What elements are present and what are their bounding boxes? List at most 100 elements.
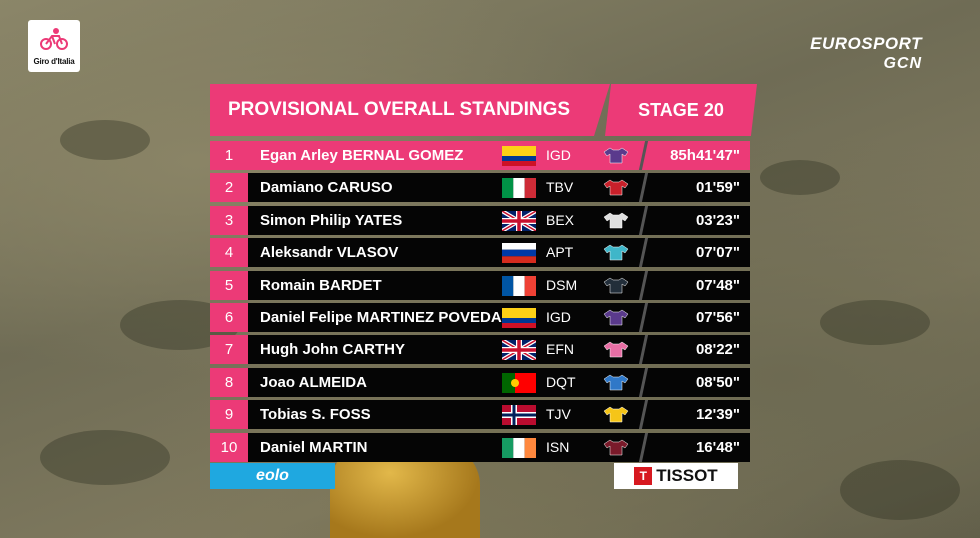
team-jersey-icon — [603, 212, 629, 229]
gap-time: 03'23" — [695, 211, 740, 229]
gap-time: 08'50" — [695, 373, 740, 391]
row-body: Aleksandr VLASOV APT 07'07" — [248, 238, 750, 268]
rider-name: Hugh John CARTHY — [260, 341, 405, 359]
rank-cell: 4 — [210, 238, 248, 268]
time-separator — [638, 432, 649, 462]
table-row: 5 Romain BARDET DSM 07'48" — [210, 270, 750, 300]
team-jersey-icon — [603, 439, 629, 455]
team-code: DSM — [546, 276, 578, 293]
eolo-logo: eolo — [210, 463, 335, 489]
gap-time: 85h41'47" — [670, 147, 740, 164]
france-flag-icon — [502, 275, 536, 296]
time-cell: 08'22" — [638, 335, 750, 365]
time-separator — [638, 367, 649, 397]
team-jersey-icon — [603, 244, 629, 261]
bg-shrub — [840, 460, 960, 520]
rider-name: Daniel MARTIN — [260, 438, 368, 456]
table-row: 8 Joao ALMEIDA DQT 08'50" — [210, 367, 750, 397]
row-body: Hugh John CARTHY EFN 08'22" — [248, 335, 750, 365]
time-cell: 12'39" — [638, 400, 750, 430]
team-code: ISN — [546, 438, 570, 455]
table-row: 4 Aleksandr VLASOV APT 07'07" — [210, 238, 750, 268]
team-code: DQT — [546, 373, 576, 390]
team-code: TBV — [546, 179, 574, 196]
time-separator — [638, 335, 649, 365]
gap-time: 07'56" — [695, 309, 740, 326]
colombia-flag-icon — [502, 308, 536, 328]
time-separator — [638, 238, 649, 268]
uk-flag-icon — [502, 210, 536, 231]
rider-name: Aleksandr VLASOV — [260, 244, 399, 262]
rank-cell: 8 — [210, 367, 248, 397]
row-body: Tobias S. FOSS TJV 12'39" — [248, 400, 750, 430]
row-body: Romain BARDET DSM 07'48" — [248, 270, 750, 300]
time-separator — [638, 303, 649, 332]
gcn-text: GCN — [883, 55, 922, 72]
table-row: 2 Damiano CARUSO TBV 01'59" — [210, 173, 750, 203]
team-jersey-icon — [603, 406, 629, 423]
rank-cell: 7 — [210, 335, 248, 365]
rank-cell: 10 — [210, 432, 248, 462]
team-jersey-icon — [603, 147, 629, 164]
norway-flag-icon — [502, 405, 536, 426]
team-code: IGD — [546, 147, 571, 163]
rank-cell: 5 — [210, 270, 248, 300]
row-body: Egan Arley BERNAL GOMEZ IGD 85h41'47" — [248, 141, 750, 170]
team-code: IGD — [546, 309, 571, 325]
tissot-mark-icon: T — [634, 467, 653, 485]
team-jersey-icon — [603, 180, 629, 196]
giro-logo: Giro d'Italia — [28, 20, 80, 72]
team-jersey-icon — [603, 342, 629, 358]
tissot-text: TISSOT — [656, 466, 718, 485]
team-code: APT — [546, 244, 574, 261]
rider-name: Joao ALMEIDA — [260, 373, 367, 391]
rank-cell: 2 — [210, 173, 248, 203]
table-row: 10 Daniel MARTIN ISN 16'48" — [210, 432, 750, 462]
stage-label: STAGE 20 — [605, 84, 757, 136]
row-body: Simon Philip YATES BEX 03'23" — [248, 205, 750, 235]
russia-flag-icon — [502, 243, 536, 264]
portugal-flag-icon — [502, 372, 536, 393]
rank-cell: 1 — [210, 141, 248, 170]
time-cell: 07'56" — [638, 303, 750, 332]
row-body: Daniel MARTIN ISN 16'48" — [248, 432, 750, 462]
time-cell: 08'50" — [638, 367, 750, 397]
gap-time: 07'07" — [695, 244, 740, 262]
time-cell: 07'48" — [638, 270, 750, 300]
time-cell: 85h41'47" — [638, 141, 750, 170]
table-row: 6 Daniel Felipe MARTINEZ POVEDA IGD 07'56" — [210, 303, 750, 332]
giro-cyclist-icon — [40, 28, 68, 50]
gap-time: 07'48" — [695, 276, 740, 294]
bg-shrub — [60, 120, 150, 160]
time-separator — [638, 141, 649, 170]
ireland-flag-icon — [502, 437, 536, 458]
rider-name: Tobias S. FOSS — [260, 406, 371, 424]
time-separator — [638, 205, 649, 235]
table-row: 3 Simon Philip YATES BEX 03'23" — [210, 205, 750, 235]
bg-shrub — [760, 160, 840, 195]
bg-shrub — [40, 430, 170, 485]
rank-cell: 6 — [210, 303, 248, 332]
tissot-logo: T TISSOT — [614, 463, 738, 489]
time-separator — [638, 270, 649, 300]
time-cell: 03'23" — [638, 205, 750, 235]
uk-flag-icon — [502, 340, 536, 361]
bg-shrub — [820, 300, 930, 345]
gap-time: 12'39" — [695, 406, 740, 424]
broadcaster-logo: EUROSPORT GCN — [810, 34, 922, 73]
time-cell: 01'59" — [638, 173, 750, 203]
team-jersey-icon — [603, 309, 629, 326]
gap-time: 16'48" — [695, 438, 740, 456]
rider-name: Damiano CARUSO — [260, 179, 393, 197]
row-body: Daniel Felipe MARTINEZ POVEDA IGD 07'56" — [248, 303, 750, 332]
rider-name: Daniel Felipe MARTINEZ POVEDA — [260, 309, 502, 326]
team-jersey-icon — [603, 277, 629, 293]
table-row: 9 Tobias S. FOSS TJV 12'39" — [210, 400, 750, 430]
team-code: TJV — [546, 406, 571, 423]
table-row: 1 Egan Arley BERNAL GOMEZ IGD 85h41'47" — [210, 141, 750, 170]
table-row: 7 Hugh John CARTHY EFN 08'22" — [210, 335, 750, 365]
time-separator — [638, 400, 649, 430]
time-cell: 16'48" — [638, 432, 750, 462]
gap-time: 01'59" — [695, 179, 740, 197]
row-body: Joao ALMEIDA DQT 08'50" — [248, 367, 750, 397]
